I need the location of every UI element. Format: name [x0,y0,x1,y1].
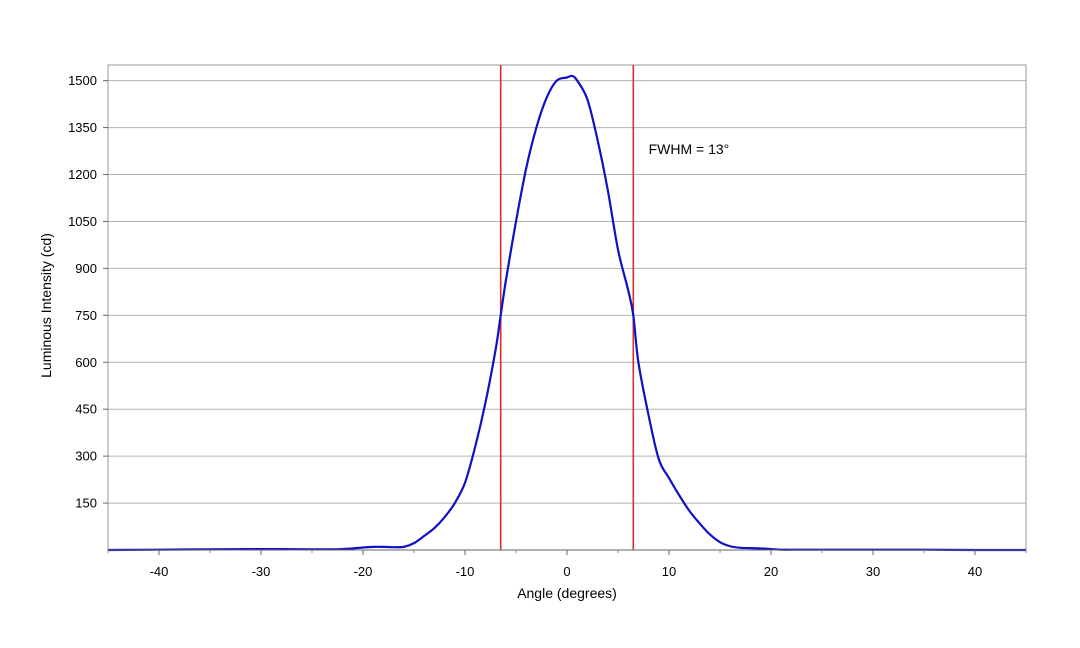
grid-lines [108,80,1026,504]
y-axis-ticks: 150 300 450 600 750 900 1050 1200 1350 1500 [68,73,108,511]
series-line [107,74,1027,552]
y-tick-label: 300 [75,449,97,464]
x-tick-label: -40 [150,564,169,579]
fwhm-annotation: FWHM = 13° [649,141,730,157]
x-tick-label: 30 [866,564,880,579]
x-tick-label: -10 [456,564,475,579]
fwhm-markers [499,65,635,550]
y-axis-title: Luminous Intensity (cd) [38,233,54,378]
x-tick-label: 10 [662,564,676,579]
plot-area-frame [107,64,1027,551]
y-tick-label: 600 [75,355,97,370]
y-tick-label: 450 [75,402,97,417]
y-tick-label: 150 [75,496,97,511]
y-tick-label: 1350 [68,120,97,135]
x-tick-label: -30 [252,564,271,579]
x-tick-label: 40 [968,564,982,579]
y-tick-label: 1200 [68,167,97,182]
y-tick-label: 1500 [68,73,97,88]
x-tick-label: -20 [354,564,373,579]
x-axis-ticks: -40 -30 -20 -10 0 10 20 30 40 [107,550,1027,579]
y-tick-label: 900 [75,261,97,276]
x-tick-label: 0 [563,564,570,579]
y-tick-label: 1050 [68,214,97,229]
x-tick-label: 20 [764,564,778,579]
x-axis-title: Angle (degrees) [517,585,617,601]
y-tick-label: 750 [75,308,97,323]
